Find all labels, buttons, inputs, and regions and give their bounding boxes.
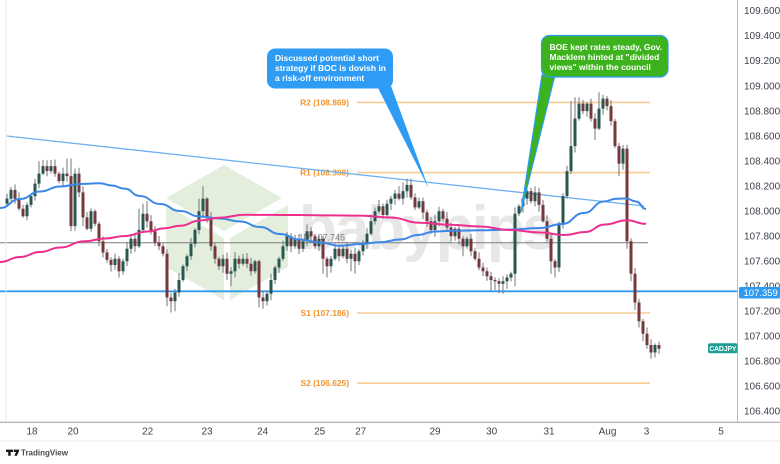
svg-text:18: 18: [26, 427, 38, 438]
svg-text:24: 24: [257, 427, 269, 438]
svg-text:109.400: 109.400: [744, 31, 780, 42]
svg-text:107.359: 107.359: [744, 288, 778, 299]
svg-text:23: 23: [201, 427, 213, 438]
svg-text:107.400: 107.400: [744, 281, 780, 292]
svg-text:views" within the council: views" within the council: [550, 62, 651, 72]
svg-text:BOE kept rates steady, Gov.: BOE kept rates steady, Gov.: [550, 42, 663, 52]
svg-text:5: 5: [718, 427, 724, 438]
svg-text:107.000: 107.000: [744, 332, 780, 343]
svg-text:108.600: 108.600: [744, 131, 780, 142]
svg-text:TradingView: TradingView: [21, 449, 69, 458]
svg-text:strategy if BOC is dovish in: strategy if BOC is dovish in: [275, 63, 386, 73]
svg-text:CADJPY: CADJPY: [709, 346, 737, 353]
svg-text:31: 31: [543, 427, 555, 438]
svg-text:108.200: 108.200: [744, 181, 780, 192]
svg-text:107.200: 107.200: [744, 306, 780, 317]
svg-text:3: 3: [644, 427, 650, 438]
svg-text:R1 (108.308): R1 (108.308): [300, 168, 349, 178]
svg-text:108.800: 108.800: [744, 106, 780, 117]
svg-text:30: 30: [486, 427, 498, 438]
svg-text:S1 (107.186): S1 (107.186): [301, 308, 350, 318]
svg-text:27: 27: [355, 427, 367, 438]
svg-text:25: 25: [314, 427, 326, 438]
svg-text:Aug: Aug: [599, 427, 617, 438]
svg-text:Discussed potential short: Discussed potential short: [275, 53, 379, 63]
svg-text:107.600: 107.600: [744, 256, 780, 267]
svg-text:106.600: 106.600: [744, 382, 780, 393]
svg-text:Macklem hinted at "divided: Macklem hinted at "divided: [550, 52, 660, 62]
svg-text:a risk-off environment: a risk-off environment: [275, 73, 364, 83]
svg-text:109.600: 109.600: [744, 6, 780, 17]
svg-text:109.000: 109.000: [744, 81, 780, 92]
svg-text:R2 (108.869): R2 (108.869): [300, 97, 349, 107]
svg-text:106.400: 106.400: [744, 407, 780, 418]
svg-text:107.800: 107.800: [744, 231, 780, 242]
svg-text:108.400: 108.400: [744, 156, 780, 167]
svg-text:20: 20: [67, 427, 79, 438]
svg-text:29: 29: [429, 427, 441, 438]
svg-text:22: 22: [142, 427, 154, 438]
svg-text:109.200: 109.200: [744, 56, 780, 67]
svg-text:S2 (106.625): S2 (106.625): [301, 378, 350, 388]
svg-text:108.000: 108.000: [744, 206, 780, 217]
svg-text:106.800: 106.800: [744, 357, 780, 368]
svg-text:1D 107.745: 1D 107.745: [298, 233, 345, 243]
